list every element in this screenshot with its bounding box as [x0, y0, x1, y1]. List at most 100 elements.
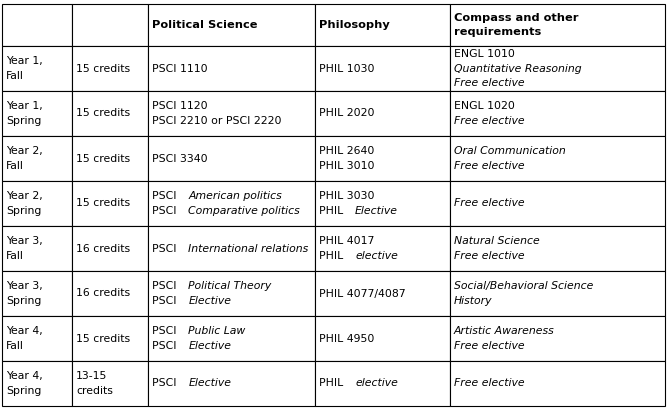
Text: credits: credits [76, 386, 113, 396]
Bar [315, 181, 450, 226]
Bar [72, 4, 148, 46]
Text: PSCI 3340: PSCI 3340 [152, 154, 207, 164]
Bar [148, 181, 315, 226]
Text: Year 4,: Year 4, [6, 371, 43, 382]
Bar [148, 226, 315, 271]
Text: 15 credits: 15 credits [76, 199, 130, 209]
Text: Elective: Elective [188, 341, 231, 351]
Bar [2, 91, 72, 136]
Text: Year 2,: Year 2, [6, 192, 43, 202]
Text: PHIL 4950: PHIL 4950 [319, 334, 374, 344]
Text: International relations: International relations [188, 244, 309, 254]
Text: Natural Science: Natural Science [454, 237, 540, 247]
Bar [72, 271, 148, 316]
Text: PSCI 1120: PSCI 1120 [152, 102, 207, 112]
Text: Free elective: Free elective [454, 78, 525, 88]
Bar [148, 361, 315, 406]
Text: Year 3,: Year 3, [6, 281, 43, 292]
Bar [148, 136, 315, 181]
Text: Year 2,: Year 2, [6, 147, 43, 157]
Text: 15 credits: 15 credits [76, 334, 130, 344]
Bar [72, 181, 148, 226]
Text: PHIL: PHIL [319, 206, 347, 216]
Bar [450, 316, 665, 361]
Text: 15 credits: 15 credits [76, 109, 130, 119]
Bar [315, 316, 450, 361]
Bar [315, 46, 450, 91]
Bar [2, 46, 72, 91]
Bar [72, 136, 148, 181]
Text: Oral Communication: Oral Communication [454, 147, 566, 157]
Bar [2, 226, 72, 271]
Bar [148, 4, 315, 46]
Bar [450, 361, 665, 406]
Text: ENGL 1010: ENGL 1010 [454, 50, 515, 59]
Text: Spring: Spring [6, 206, 41, 216]
Text: Spring: Spring [6, 386, 41, 396]
Text: Political Theory: Political Theory [188, 281, 271, 292]
Text: Free elective: Free elective [454, 251, 525, 261]
Text: Artistic Awareness: Artistic Awareness [454, 326, 555, 337]
Bar [315, 4, 450, 46]
Text: Elective: Elective [188, 378, 231, 389]
Text: PSCI: PSCI [152, 244, 180, 254]
Bar [72, 316, 148, 361]
Text: PSCI: PSCI [152, 206, 180, 216]
Text: PSCI: PSCI [152, 192, 180, 202]
Bar [72, 91, 148, 136]
Text: Philosophy: Philosophy [319, 20, 390, 30]
Bar [148, 91, 315, 136]
Bar [315, 136, 450, 181]
Bar [450, 46, 665, 91]
Text: 16 credits: 16 credits [76, 289, 130, 299]
Text: PHIL: PHIL [319, 378, 347, 389]
Text: Elective: Elective [188, 296, 231, 306]
Bar [450, 136, 665, 181]
Bar [72, 226, 148, 271]
Text: PHIL 2640: PHIL 2640 [319, 147, 374, 157]
Text: PHIL 3010: PHIL 3010 [319, 161, 374, 171]
Text: Free elective: Free elective [454, 341, 525, 351]
Text: Free elective: Free elective [454, 116, 525, 126]
Bar [450, 91, 665, 136]
Bar [72, 361, 148, 406]
Text: PHIL 4077/4087: PHIL 4077/4087 [319, 289, 406, 299]
Text: American politics: American politics [188, 192, 282, 202]
Bar [148, 271, 315, 316]
Text: PHIL 1030: PHIL 1030 [319, 64, 374, 74]
Text: Year 1,: Year 1, [6, 102, 43, 112]
Bar [315, 226, 450, 271]
Text: Fall: Fall [6, 161, 24, 171]
Text: Compass and other: Compass and other [454, 13, 578, 23]
Bar [315, 91, 450, 136]
Text: PSCI 2210 or PSCI 2220: PSCI 2210 or PSCI 2220 [152, 116, 281, 126]
Text: 13-15: 13-15 [76, 371, 107, 382]
Text: Political Science: Political Science [152, 20, 257, 30]
Text: 16 credits: 16 credits [76, 244, 130, 254]
Text: requirements: requirements [454, 27, 541, 38]
Bar [2, 316, 72, 361]
Bar [2, 361, 72, 406]
Text: Social/Behavioral Science: Social/Behavioral Science [454, 281, 594, 292]
Bar [450, 4, 665, 46]
Text: Year 3,: Year 3, [6, 237, 43, 247]
Bar [315, 271, 450, 316]
Text: History: History [454, 296, 492, 306]
Text: PSCI: PSCI [152, 341, 180, 351]
Text: PSCI: PSCI [152, 378, 180, 389]
Text: 15 credits: 15 credits [76, 154, 130, 164]
Text: Fall: Fall [6, 71, 24, 81]
Bar [2, 271, 72, 316]
Text: elective: elective [355, 251, 398, 261]
Text: PSCI: PSCI [152, 281, 180, 292]
Text: PSCI 1110: PSCI 1110 [152, 64, 207, 74]
Text: Free elective: Free elective [454, 161, 525, 171]
Text: PHIL 3030: PHIL 3030 [319, 192, 374, 202]
Text: Spring: Spring [6, 296, 41, 306]
Text: Fall: Fall [6, 341, 24, 351]
Text: Fall: Fall [6, 251, 24, 261]
Text: 15 credits: 15 credits [76, 64, 130, 74]
Text: PHIL: PHIL [319, 251, 347, 261]
Bar [450, 226, 665, 271]
Bar [148, 46, 315, 91]
